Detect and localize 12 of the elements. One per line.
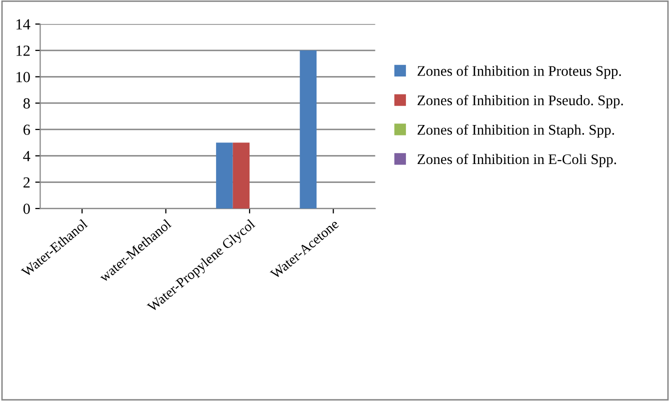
legend-label: Zones of Inhibition in E-Coli Spp. <box>418 154 616 168</box>
legend-label: Zones of Inhibition in Staph. Spp. <box>418 124 614 138</box>
y-tick-label: 14 <box>16 19 30 30</box>
y-tick-label: 8 <box>23 98 30 109</box>
legend-label: Zones of Inhibition in Proteus Spp. <box>418 65 621 79</box>
y-tick-label: 12 <box>16 46 30 56</box>
legend-label: Zones of Inhibition in Pseudo. Spp. <box>418 94 623 108</box>
y-tick-label: 4 <box>23 151 30 162</box>
y-tick-label: 6 <box>23 124 30 135</box>
y-tick-label: 2 <box>24 177 30 188</box>
y-tick-label: 0 <box>23 204 30 214</box>
y-tick-label: 10 <box>16 72 30 82</box>
